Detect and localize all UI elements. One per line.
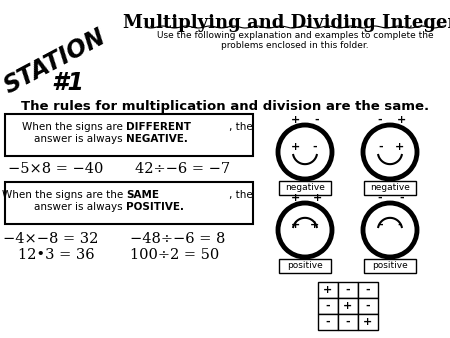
Bar — [364, 181, 416, 195]
Text: -: - — [312, 142, 317, 152]
Bar — [358, 298, 378, 314]
Text: #1: #1 — [51, 71, 85, 95]
Text: answer is always: answer is always — [34, 202, 126, 212]
Text: -: - — [366, 285, 370, 295]
Text: NEGATIVE.: NEGATIVE. — [126, 134, 188, 144]
Text: -: - — [326, 301, 330, 311]
Text: -: - — [315, 115, 319, 125]
Bar — [358, 282, 378, 298]
Text: +: + — [324, 285, 333, 295]
Text: answer is always: answer is always — [34, 134, 126, 144]
Text: +: + — [290, 193, 300, 203]
Text: +: + — [312, 193, 322, 203]
Text: -: - — [346, 317, 350, 327]
Bar — [279, 259, 331, 273]
Bar — [318, 282, 338, 298]
Text: STATION: STATION — [0, 25, 110, 99]
Text: DIFFERENT: DIFFERENT — [126, 122, 191, 132]
Text: -: - — [400, 193, 404, 203]
Bar — [338, 282, 358, 298]
Text: -: - — [378, 193, 382, 203]
Text: , the: , the — [229, 190, 253, 200]
Text: -: - — [366, 301, 370, 311]
Text: −5×8 = −40: −5×8 = −40 — [8, 162, 104, 176]
Text: positive: positive — [287, 262, 323, 270]
Bar — [338, 314, 358, 330]
Bar — [279, 181, 331, 195]
Bar — [318, 314, 338, 330]
Text: +: + — [291, 220, 300, 230]
Text: 100÷2 = 50: 100÷2 = 50 — [130, 248, 219, 262]
Text: negative: negative — [285, 184, 325, 193]
Text: SAME: SAME — [126, 190, 159, 200]
Text: 42÷−6 = −7: 42÷−6 = −7 — [135, 162, 230, 176]
Text: +: + — [291, 142, 300, 152]
Text: When the signs are: When the signs are — [22, 122, 126, 132]
Text: +: + — [343, 301, 353, 311]
Text: When the signs are the: When the signs are the — [1, 190, 126, 200]
Text: negative: negative — [370, 184, 410, 193]
Text: Multiplying and Dividing Integers: Multiplying and Dividing Integers — [123, 14, 450, 32]
Bar — [358, 314, 378, 330]
Text: −48÷−6 = 8: −48÷−6 = 8 — [130, 232, 225, 246]
Bar — [5, 114, 253, 156]
Text: -: - — [378, 220, 383, 230]
Text: +: + — [310, 220, 319, 230]
Text: +: + — [397, 115, 407, 125]
Text: +: + — [364, 317, 373, 327]
Text: Use the following explanation and examples to complete the: Use the following explanation and exampl… — [157, 31, 433, 40]
Text: The rules for multiplication and division are the same.: The rules for multiplication and divisio… — [21, 100, 429, 113]
Bar — [364, 259, 416, 273]
Text: −4×−8 = 32: −4×−8 = 32 — [3, 232, 99, 246]
Text: +: + — [395, 142, 404, 152]
Text: -: - — [346, 285, 350, 295]
Bar — [5, 182, 253, 224]
Text: -: - — [378, 115, 382, 125]
Text: -: - — [326, 317, 330, 327]
Bar — [338, 298, 358, 314]
Text: positive: positive — [372, 262, 408, 270]
Bar — [318, 298, 338, 314]
Text: POSITIVE.: POSITIVE. — [126, 202, 184, 212]
Text: +: + — [290, 115, 300, 125]
Text: 12•3 = 36: 12•3 = 36 — [18, 248, 94, 262]
Text: -: - — [378, 142, 383, 152]
Text: -: - — [397, 220, 402, 230]
Text: problems enclosed in this folder.: problems enclosed in this folder. — [221, 41, 369, 50]
Text: , the: , the — [229, 122, 253, 132]
